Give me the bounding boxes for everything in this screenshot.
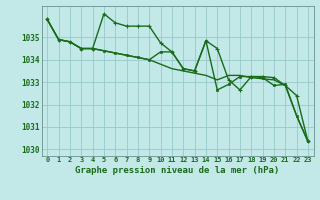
X-axis label: Graphe pression niveau de la mer (hPa): Graphe pression niveau de la mer (hPa) <box>76 166 280 175</box>
